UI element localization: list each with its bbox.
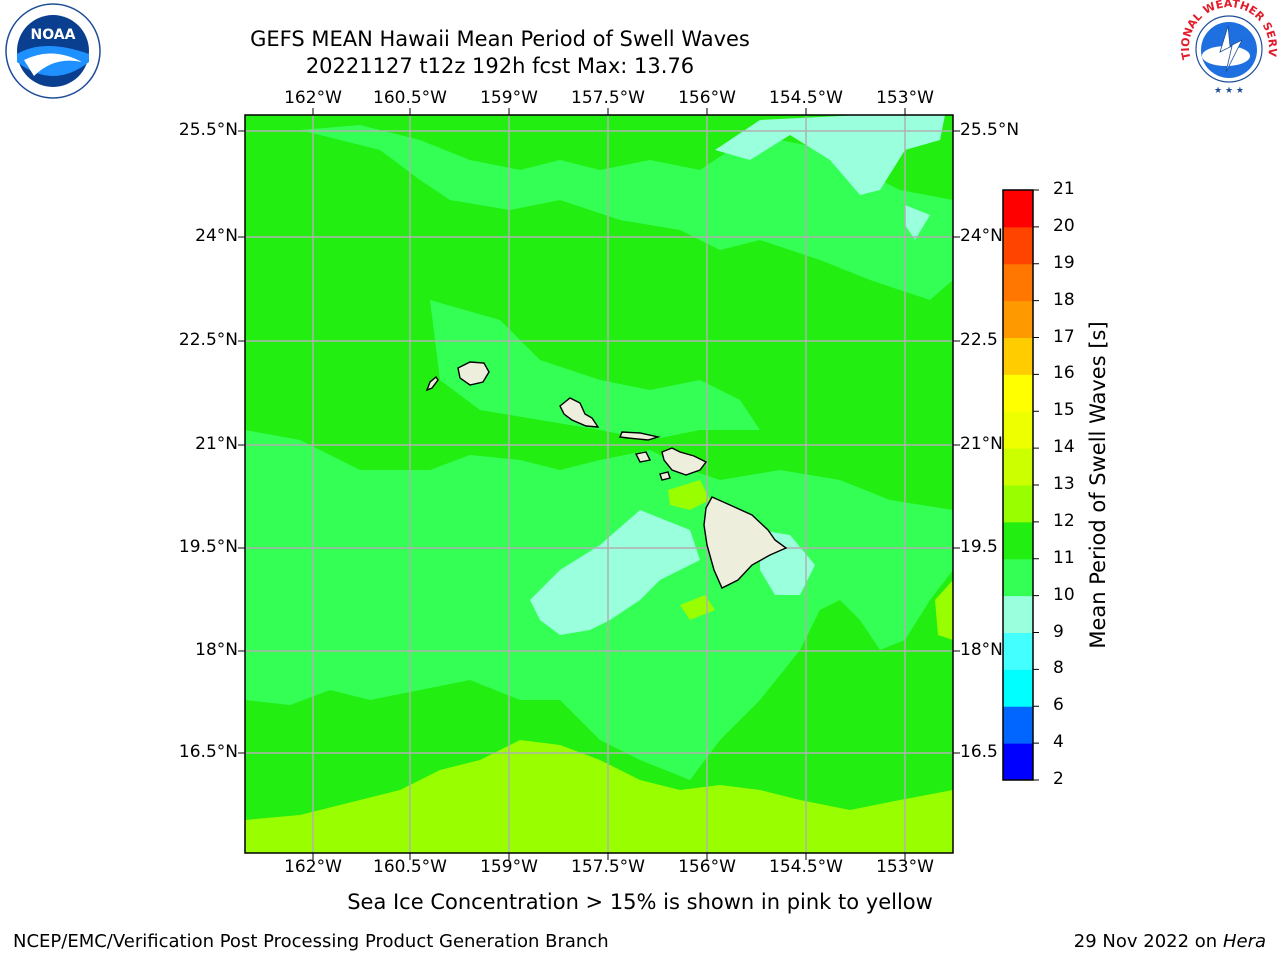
island-kauai <box>457 361 490 386</box>
period-9-10-region <box>530 510 700 635</box>
colorbar-tick-label: 17 <box>1053 326 1075 347</box>
colorbar-bin <box>1003 743 1033 781</box>
colorbar-bin <box>1003 632 1033 670</box>
chart-title-line1: GEFS MEAN Hawaii Mean Period of Swell Wa… <box>250 27 750 51</box>
islands <box>425 361 788 589</box>
lon-label-top: 160.5°W <box>373 88 447 108</box>
lat-label-left: 18°N <box>195 640 238 660</box>
colorbar-tick-label: 19 <box>1053 252 1075 273</box>
island-molokai <box>619 431 661 441</box>
lon-label-bottom: 153°W <box>876 857 934 877</box>
lat-label-right: 16.5 <box>960 742 998 762</box>
colorbar-bin <box>1003 337 1033 375</box>
colorbar-bin <box>1003 558 1033 597</box>
lat-label-right: 24°N <box>960 226 1003 246</box>
map-frame <box>244 114 954 854</box>
colorbar-tick-label: 11 <box>1053 547 1075 568</box>
period-10-11-center <box>430 300 760 440</box>
lon-label-top: 154.5°W <box>769 88 843 108</box>
lat-label-left: 24°N <box>195 226 238 246</box>
colorbar-bin <box>1003 411 1033 449</box>
colorbar-tick-label: 14 <box>1053 437 1075 458</box>
colorbar-tick-label: 20 <box>1053 215 1075 236</box>
colorbar-tick-label: 16 <box>1053 363 1075 384</box>
period-10-11-north <box>300 125 953 300</box>
colorbar-bin <box>1003 374 1033 412</box>
lon-label-top: 157.5°W <box>571 88 645 108</box>
lat-label-left: 25.5°N <box>178 120 238 140</box>
lon-label-bottom: 159°W <box>480 857 538 877</box>
colorbar-tick-label: 13 <box>1053 474 1075 494</box>
lat-label-right: 25.5°N <box>960 120 1020 140</box>
colorbar-bin <box>1003 706 1033 744</box>
lat-label-right: 19.5 <box>960 537 998 557</box>
lat-label-right: 22.5 <box>960 330 998 350</box>
island-maui <box>661 447 708 476</box>
period-9-10-north <box>715 115 945 195</box>
lon-label-bottom: 157.5°W <box>571 857 645 877</box>
nws-logo: NATIONAL WEATHER SERVICE ★ ★ ★ <box>1175 0 1279 98</box>
period-11-12-south <box>245 740 953 853</box>
colorbar-bin <box>1003 300 1033 338</box>
credit-branch: NCEP/EMC/Verification Post Processing Pr… <box>13 931 609 952</box>
island-oahu <box>559 397 600 428</box>
colorbar-tick-label: 6 <box>1053 695 1064 716</box>
graticule <box>245 115 953 853</box>
colorbar-bin <box>1003 521 1033 560</box>
colorbar-bin <box>1003 485 1033 523</box>
svg-text:★ ★ ★: ★ ★ ★ <box>1214 86 1244 96</box>
noaa-logo: NOAA <box>4 2 102 100</box>
noaa-logo-text: NOAA <box>31 27 76 43</box>
period-11-12-lee <box>668 480 710 510</box>
period-9-10-ne <box>905 205 930 240</box>
colorbar-tick-label: 10 <box>1053 584 1075 605</box>
lat-label-left: 22.5°N <box>178 330 238 350</box>
colorbar-tick-label: 21 <box>1053 179 1075 199</box>
colorbar-bin <box>1003 263 1033 302</box>
lat-label-right: 21°N <box>960 434 1003 454</box>
colorbar-tick-label: 15 <box>1053 400 1075 421</box>
island-hawaii <box>703 496 788 589</box>
colorbar-tick-label: 12 <box>1053 510 1075 531</box>
colorbar-bin <box>1003 595 1033 633</box>
colorbar-tick-label: 9 <box>1053 621 1064 642</box>
colorbar-tick-label: 4 <box>1053 732 1064 753</box>
lat-label-left: 21°N <box>195 434 238 454</box>
island-kahoolawe <box>659 471 671 481</box>
lat-label-right: 18°N <box>960 640 1003 660</box>
period-11-12-east <box>935 580 953 640</box>
sea-ice-note: Sea Ice Concentration > 15% is shown in … <box>347 890 933 914</box>
island-lanai <box>634 451 652 463</box>
lon-label-top: 162°W <box>284 88 342 108</box>
lon-label-bottom: 156°W <box>678 857 736 877</box>
lon-label-top: 156°W <box>678 88 736 108</box>
lon-label-top: 159°W <box>480 88 538 108</box>
lon-label-top: 153°W <box>876 88 934 108</box>
lon-label-bottom: 162°W <box>284 857 342 877</box>
lon-label-bottom: 160.5°W <box>373 857 447 877</box>
credit-date: 29 Nov 2022 on Hera <box>1073 931 1266 952</box>
colorbar-tick-label: 2 <box>1053 769 1064 789</box>
colorbar-tick-label: 18 <box>1053 289 1075 310</box>
colorbar-title: Mean Period of Swell Waves [s] <box>1086 321 1110 649</box>
lat-label-left: 16.5°N <box>178 742 238 762</box>
lon-label-bottom: 154.5°W <box>769 857 843 877</box>
chart-title-line2: 20221127 t12z 192h fcst Max: 13.76 <box>305 54 695 78</box>
colorbar <box>1002 189 1039 781</box>
colorbar-bin <box>1003 669 1033 707</box>
colorbar-bin <box>1003 226 1033 265</box>
colorbar-tick-label: 8 <box>1053 658 1064 679</box>
colorbar-bin <box>1003 190 1033 228</box>
island-niihau <box>425 375 439 392</box>
colorbar-bin <box>1003 448 1033 486</box>
lat-label-left: 19.5°N <box>178 537 238 557</box>
